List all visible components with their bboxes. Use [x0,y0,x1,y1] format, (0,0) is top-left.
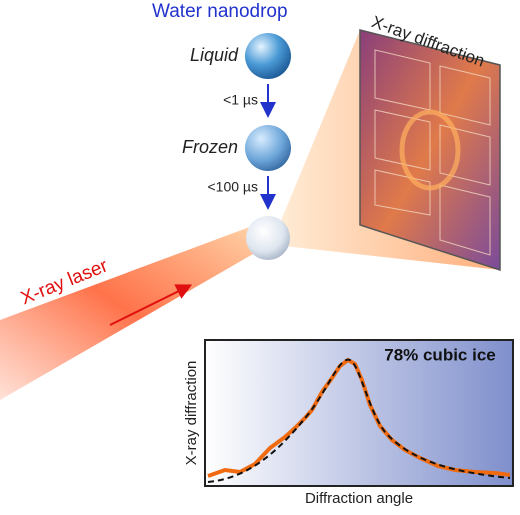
laser-arrow [109,284,193,326]
transition-label: <1 µs [223,92,258,108]
inset-x-label: Diffraction angle [305,490,413,507]
transition-label: <100 µs [208,179,259,195]
inset-annotation: 78% cubic ice [384,345,496,364]
stage-label: Frozen [182,137,238,157]
diffraction-ring [399,109,461,191]
laser-beam [0,225,260,400]
diffraction-cone [275,30,500,270]
liquid-drop [245,33,291,79]
exploding-drop [246,216,290,260]
inset-y-label: X-ray diffraction [183,361,200,466]
fit-curve [207,358,511,483]
frozen-drop [245,125,291,171]
stage-label: Liquid [190,45,239,65]
title: Water nanodrop [152,1,288,22]
